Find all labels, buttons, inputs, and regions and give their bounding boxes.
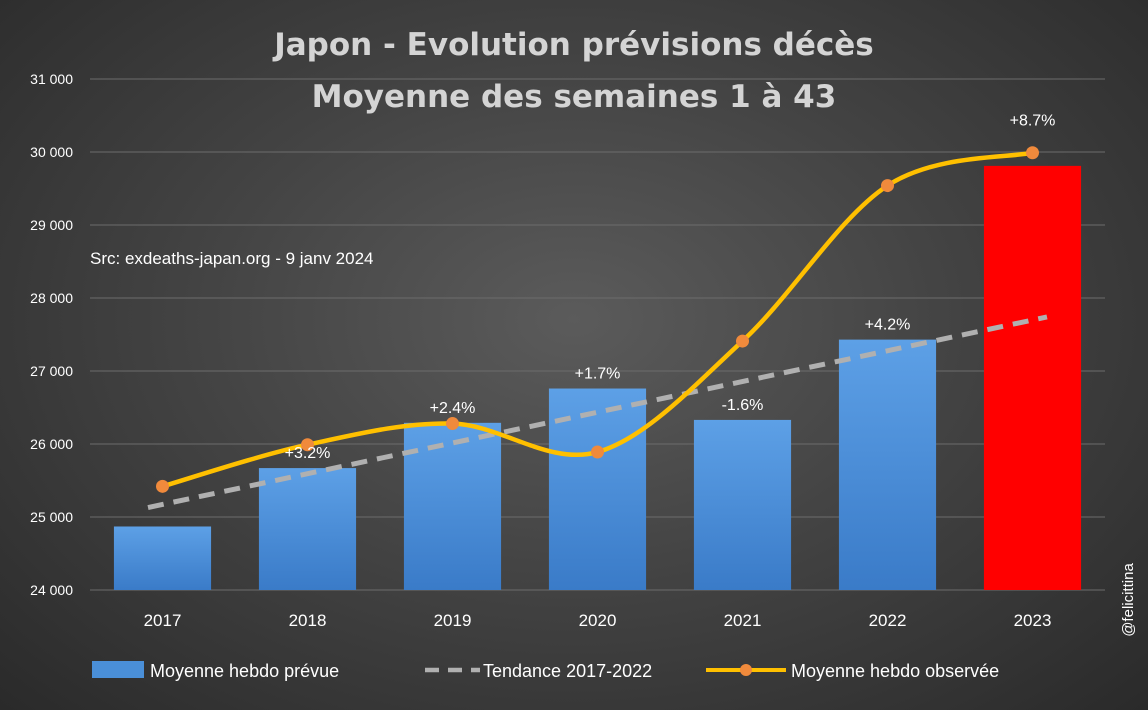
x-tick-label: 2022 (869, 611, 907, 630)
x-tick-label: 2023 (1014, 611, 1052, 630)
legend-label-bars: Moyenne hebdo prévue (150, 661, 339, 681)
y-tick-label: 26 000 (30, 436, 73, 452)
x-tick-label: 2021 (724, 611, 762, 630)
y-tick-label: 24 000 (30, 582, 73, 598)
x-tick-label: 2017 (144, 611, 182, 630)
bar (838, 339, 937, 590)
legend-label-trend: Tendance 2017-2022 (483, 661, 652, 681)
observed-point (1026, 146, 1039, 160)
y-tick-label: 25 000 (30, 509, 73, 525)
legend-swatch-observed-marker (740, 664, 752, 676)
observed-point (156, 479, 169, 493)
bar (983, 165, 1082, 590)
data-label: +2.4% (430, 400, 476, 417)
bar (113, 526, 212, 590)
trend-line (147, 314, 1048, 510)
observed-point (736, 334, 749, 348)
bar (258, 468, 357, 590)
data-label: +8.7% (1010, 113, 1056, 130)
y-tick-label: 31 000 (30, 71, 73, 87)
y-tick-label: 29 000 (30, 217, 73, 233)
data-label: +4.2% (865, 317, 911, 334)
legend-label-observed: Moyenne hebdo observée (791, 661, 999, 681)
x-tick-label: 2019 (434, 611, 472, 630)
legend-swatch-bars (92, 661, 144, 678)
data-label: +3.2% (285, 445, 331, 462)
y-tick-label: 30 000 (30, 144, 73, 160)
legend: Moyenne hebdo prévue Tendance 2017-2022 … (92, 661, 999, 681)
data-labels: +3.2% +2.4% +1.7% -1.6% +4.2% +8.7% (285, 113, 1056, 462)
observed-point (446, 417, 459, 431)
chart-title-line-1: Japon - Evolution prévisions décès (272, 27, 874, 63)
bar (403, 422, 502, 590)
data-label: -1.6% (722, 397, 764, 414)
observed-point (591, 445, 604, 459)
y-tick-label: 27 000 (30, 363, 73, 379)
x-tick-label: 2018 (289, 611, 327, 630)
x-axis-ticks: 2017 2018 2019 2020 2021 2022 2023 (144, 611, 1052, 630)
observed-point (881, 179, 894, 193)
author-credit: @felicittina (1120, 563, 1137, 637)
bar (693, 419, 792, 590)
y-axis-ticks: 24 000 25 000 26 000 27 000 28 000 29 000 30 0… (30, 71, 73, 598)
source-annotation: Src: exdeaths-japan.org - 9 janv 2024 (90, 249, 374, 268)
observed-point (301, 438, 314, 452)
observed-series (156, 146, 1039, 493)
chart-title-line-2: Moyenne des semaines 1 à 43 (312, 79, 837, 115)
x-tick-label: 2020 (579, 611, 617, 630)
bar-series (113, 165, 1082, 590)
bar (548, 388, 647, 590)
trend-series (147, 314, 1048, 510)
y-tick-label: 28 000 (30, 290, 73, 306)
data-label: +1.7% (575, 366, 621, 383)
